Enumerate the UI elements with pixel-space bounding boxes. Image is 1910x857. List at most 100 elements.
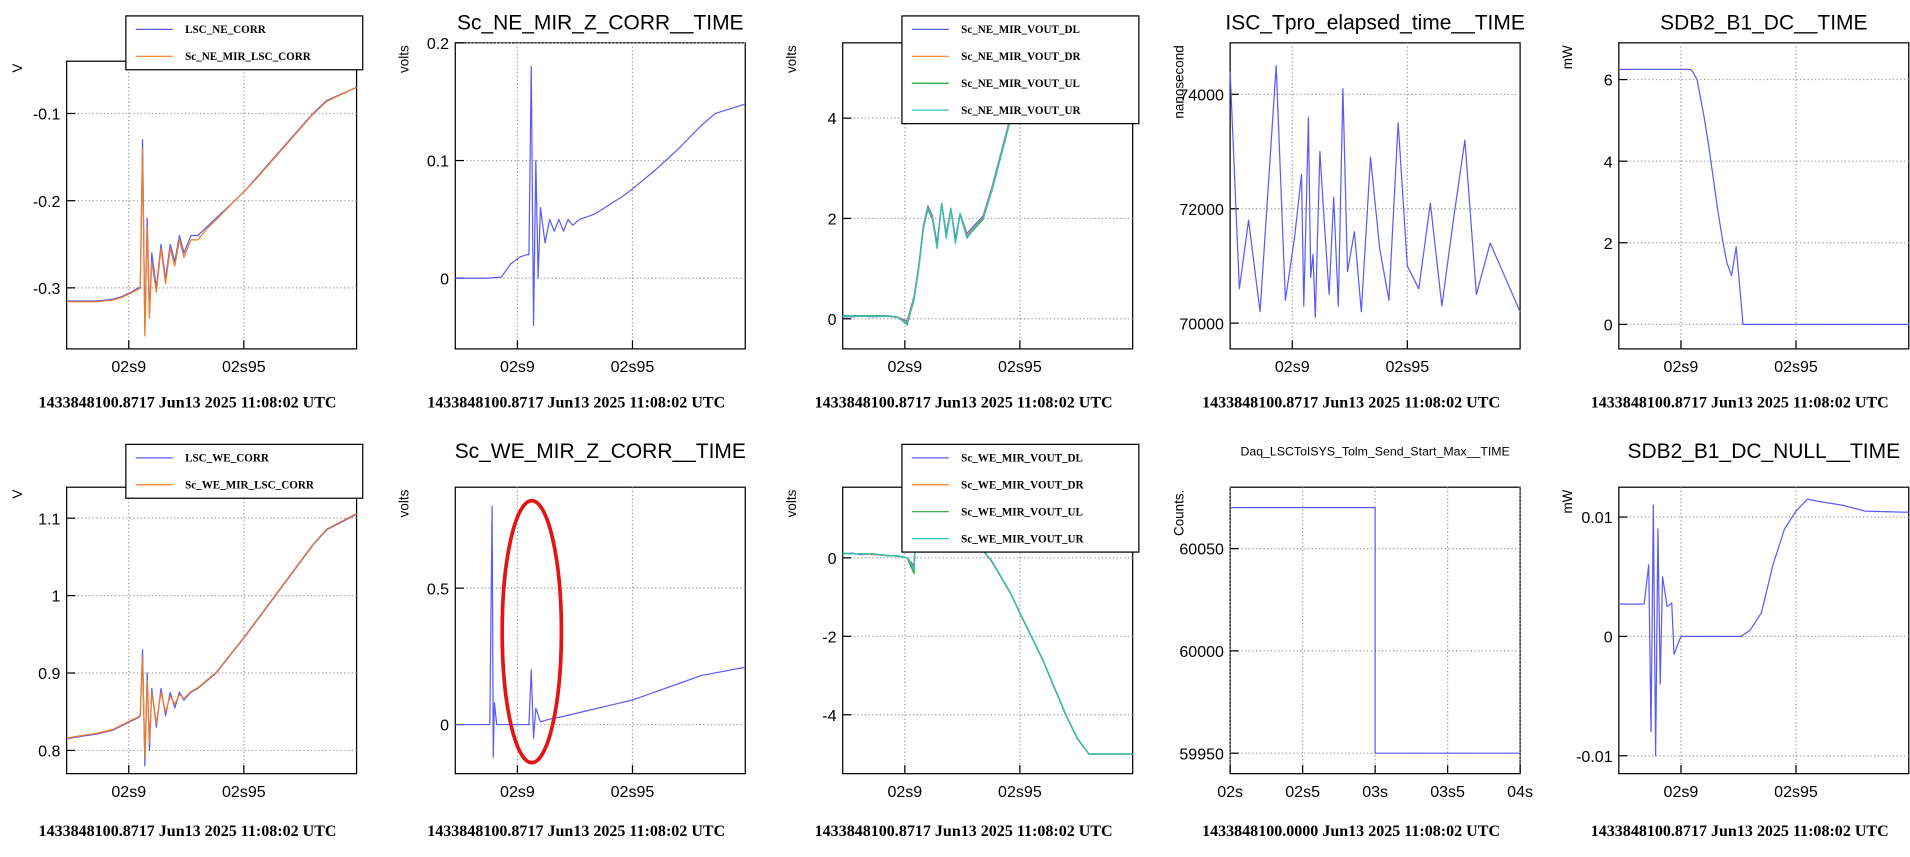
x-tick-label: 02s95 [611, 784, 655, 801]
y-tick-label: 2 [1604, 236, 1613, 253]
x-tick-label: 03s5 [1430, 784, 1465, 801]
legend-box [125, 15, 364, 71]
y-axis-label: volts [784, 45, 799, 73]
y-tick-label: 0.9 [38, 666, 60, 683]
legend-label: Sc_NE_MIR_VOUT_UR [961, 105, 1081, 117]
x-tick-label: 02s9 [887, 359, 922, 376]
y-tick-label: 0.8 [38, 744, 60, 761]
legend-label: Sc_WE_MIR_VOUT_UL [961, 506, 1083, 518]
series-line [1618, 68, 1909, 326]
legend-box [901, 15, 1140, 125]
x-tick-label: 02s95 [222, 784, 266, 801]
x-tick-label: 02s95 [998, 784, 1042, 801]
series-line [1229, 65, 1521, 319]
series-line [1230, 507, 1521, 754]
legend-label: Sc_NE_MIR_VOUT_DR [961, 51, 1081, 63]
y-tick-label: -0.01 [1576, 749, 1613, 766]
chart-title: SDB2_B1_DC__TIME [1660, 11, 1867, 34]
y-tick-label: 0.1 [427, 154, 449, 171]
chart-title: ISC_Tpro_elapsed_time__TIME [1225, 11, 1524, 34]
x-tick-label: 02s95 [998, 359, 1042, 376]
y-tick-label: 60050 [1179, 542, 1224, 559]
y-tick-label: 0 [1604, 630, 1613, 647]
chart-title: Daq_LSCToISYS_Tolm_Send_Start_Max__TIME [1240, 444, 1509, 458]
y-tick-label: 0.2 [427, 36, 449, 53]
chart-title: SDB2_B1_DC_NULL__TIME [1628, 440, 1901, 463]
x-tick-label: 02s5 [1285, 784, 1320, 801]
y-tick-label: -0.1 [33, 107, 61, 124]
legend-box [901, 443, 1140, 553]
y-axis-label: volts [784, 489, 799, 517]
legend-label: Sc_NE_MIR_VOUT_DL [961, 24, 1080, 36]
caption: 1433848100.8717 Jun13 2025 11:08:02 UTC [39, 395, 337, 412]
x-tick-label: 02s [1217, 784, 1243, 801]
plot-frame [1229, 42, 1521, 350]
y-axis-label: mW [1560, 45, 1575, 69]
x-tick-label: 02s95 [1774, 784, 1818, 801]
y-tick-label: 0 [440, 271, 449, 288]
plot-frame [1618, 486, 1910, 775]
x-tick-label: 02s95 [222, 359, 266, 376]
x-tick-label: 02s95 [611, 359, 655, 376]
y-axis-label: volts [396, 45, 411, 73]
caption: 1433848100.8717 Jun13 2025 11:08:02 UTC [815, 395, 1113, 412]
series-line [455, 505, 746, 758]
legend-label: Sc_WE_MIR_LSC_CORR [185, 479, 315, 491]
y-tick-label: 0 [828, 312, 837, 329]
y-tick-label: 60000 [1179, 644, 1224, 661]
x-tick-label: 02s95 [1774, 359, 1818, 376]
y-tick-label: -0.2 [33, 194, 61, 211]
y-axis-label: nanosecond [1171, 45, 1186, 118]
chart-title: Sc_WE_MIR_Z_CORR__TIME [455, 440, 746, 463]
series-line [66, 512, 357, 759]
y-tick-label: 1.1 [38, 511, 60, 528]
y-axis-label: V [10, 490, 25, 499]
caption: 1433848100.0000 Jun13 2025 11:08:02 UTC [1202, 823, 1500, 840]
y-tick-label: 0.01 [1581, 510, 1612, 527]
y-axis-label: mW [1560, 489, 1575, 513]
x-tick-label: 02s9 [111, 359, 146, 376]
legend-label: Sc_WE_MIR_VOUT_DR [961, 479, 1084, 491]
y-tick-label: 0 [828, 551, 837, 568]
y-tick-label: 0 [1604, 318, 1613, 335]
y-tick-label: 4 [828, 111, 837, 128]
series-line [455, 65, 746, 326]
caption: 1433848100.8717 Jun13 2025 11:08:02 UTC [815, 823, 1113, 840]
legend-label: Sc_NE_MIR_VOUT_UL [961, 78, 1080, 90]
y-tick-label: -0.3 [33, 281, 61, 298]
series-line [66, 86, 357, 337]
x-tick-label: 02s9 [1275, 359, 1310, 376]
legend-label: Sc_WE_MIR_VOUT_UR [961, 533, 1084, 545]
y-axis-label: Counts. [1171, 490, 1186, 536]
x-tick-label: 02s9 [500, 784, 535, 801]
y-axis-label: V [10, 64, 25, 73]
y-tick-label: 70000 [1179, 316, 1224, 333]
y-tick-label: 6 [1604, 73, 1613, 90]
y-tick-label: 0 [440, 718, 449, 735]
x-tick-label: 02s9 [111, 784, 146, 801]
y-axis-label: volts [396, 489, 411, 517]
caption: 1433848100.8717 Jun13 2025 11:08:02 UTC [1591, 823, 1889, 840]
x-tick-label: 02s95 [1385, 359, 1429, 376]
y-tick-label: 74000 [1179, 87, 1224, 104]
caption: 1433848100.8717 Jun13 2025 11:08:02 UTC [427, 395, 725, 412]
legend-box [125, 443, 364, 499]
x-tick-label: 02s9 [1664, 359, 1699, 376]
legend-label: LSC_NE_CORR [185, 24, 267, 36]
x-tick-label: 04s [1507, 784, 1533, 801]
series-line [1618, 498, 1909, 757]
x-tick-label: 03s [1362, 784, 1388, 801]
plot-frame [454, 486, 746, 775]
chart-title: Sc_NE_MIR_Z_CORR__TIME [457, 11, 744, 34]
legend-label: LSC_WE_CORR [185, 453, 270, 465]
y-tick-label: 59950 [1179, 746, 1224, 763]
x-tick-label: 02s9 [500, 359, 535, 376]
legend-label: Sc_NE_MIR_LSC_CORR [185, 51, 312, 63]
legend-label: Sc_WE_MIR_VOUT_DL [961, 453, 1083, 465]
x-tick-label: 02s9 [887, 784, 922, 801]
y-tick-label: 0.5 [427, 581, 449, 598]
caption: 1433848100.8717 Jun13 2025 11:08:02 UTC [1591, 395, 1889, 412]
